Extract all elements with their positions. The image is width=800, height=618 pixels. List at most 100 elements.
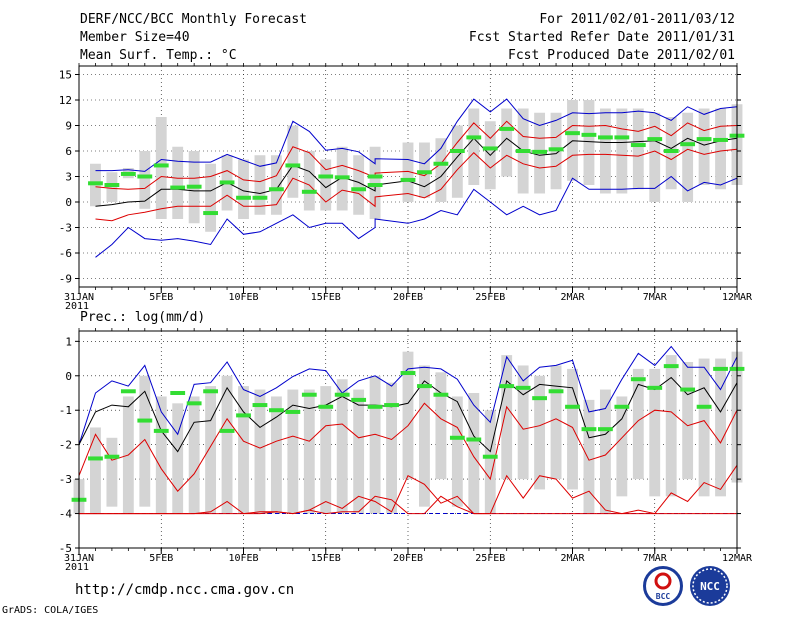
spread-box — [172, 403, 184, 514]
obs-marker — [334, 175, 350, 180]
spread-box — [287, 389, 299, 514]
y-tick-label: 0 — [65, 196, 72, 209]
spread-box — [221, 375, 233, 514]
spread-box — [353, 389, 365, 514]
obs-marker — [532, 149, 548, 154]
y-tick-label: -9 — [59, 273, 72, 286]
y-tick-label: 15 — [59, 69, 72, 82]
y-tick-label: 3 — [65, 171, 72, 184]
obs-marker — [532, 396, 548, 401]
spread-box — [155, 396, 167, 514]
spread-box — [435, 372, 447, 480]
obs-marker — [88, 456, 103, 461]
y-tick-label: -3 — [59, 222, 72, 235]
x-tick-label: 5FEB — [149, 553, 173, 564]
obs-marker — [137, 418, 153, 423]
obs-marker — [170, 391, 186, 395]
spread-box — [632, 108, 644, 190]
spread-box — [665, 355, 677, 497]
obs-marker — [581, 427, 597, 432]
spread-box — [435, 138, 447, 202]
obs-marker — [417, 384, 432, 389]
x-tick-label: 2MAR — [560, 553, 585, 564]
obs-marker — [367, 404, 383, 409]
spread-box — [419, 365, 430, 507]
obs-marker — [515, 149, 531, 153]
spread-box — [649, 112, 661, 202]
x-tick-label: 25FEB — [475, 292, 505, 303]
obs-marker — [285, 409, 301, 414]
obs-marker — [203, 211, 219, 216]
forecast-period: For 2011/02/01-2011/03/12 — [539, 12, 735, 27]
obs-marker — [647, 137, 663, 142]
x-tick-label: 15FEB — [311, 292, 341, 303]
y-tick-label: 0 — [65, 370, 72, 383]
series-line-p25 — [95, 148, 738, 222]
series-line-p90 — [95, 98, 738, 172]
y-tick-label: -3 — [59, 473, 72, 486]
ncc-globe-icon — [692, 568, 728, 604]
spread-box — [353, 155, 365, 215]
y-tick-label: 6 — [65, 145, 72, 158]
obs-marker — [219, 180, 235, 185]
y-tick-label: -1 — [59, 404, 72, 417]
spread-box — [139, 375, 151, 507]
x-tick-label: 31JAN — [64, 292, 94, 303]
spread-box — [270, 155, 282, 215]
spread-box — [254, 155, 266, 215]
obs-marker — [88, 181, 103, 186]
y-tick-label: 1 — [65, 335, 72, 348]
spread-box — [303, 389, 315, 514]
grads-credit: GrADS: COLA/IGES — [2, 605, 99, 616]
obs-marker — [597, 427, 613, 432]
obs-marker — [367, 183, 383, 187]
y-tick-label: -5 — [59, 542, 72, 555]
spread-box — [599, 389, 611, 514]
spread-box — [287, 125, 299, 198]
chart-title: DERF/NCC/BCC Monthly Forecast — [80, 12, 307, 27]
obs-marker — [433, 392, 449, 397]
spread-box — [715, 108, 726, 190]
spread-box — [682, 112, 694, 202]
obs-marker — [170, 185, 186, 190]
obs-marker — [186, 184, 202, 189]
obs-marker — [614, 135, 630, 140]
spread-box — [320, 386, 332, 514]
x-tick-label: 20FEB — [393, 292, 423, 303]
obs-marker — [647, 385, 663, 390]
obs-marker — [334, 392, 350, 397]
x-tick-label: 15FEB — [311, 553, 341, 564]
spread-box — [451, 125, 463, 198]
obs-marker — [466, 437, 482, 442]
obs-marker — [104, 454, 120, 459]
spread-box — [254, 389, 266, 514]
spread-box — [205, 163, 217, 232]
obs-marker — [153, 163, 169, 168]
spread-box — [599, 108, 611, 194]
obs-marker — [219, 428, 235, 433]
spread-box — [451, 396, 463, 507]
obs-marker — [203, 389, 219, 394]
obs-marker — [696, 404, 712, 409]
obs-marker — [301, 189, 317, 194]
x-tick-year: 2011 — [65, 301, 89, 312]
obs-marker — [186, 401, 202, 406]
spread-box — [550, 365, 562, 480]
x-tick-label: 2MAR — [560, 292, 585, 303]
obs-marker — [351, 187, 367, 192]
spread-box — [386, 382, 397, 514]
spread-box — [320, 159, 332, 211]
spread-box — [534, 375, 546, 490]
obs-marker — [285, 163, 301, 168]
spread-box — [336, 379, 348, 514]
spread-box — [468, 108, 480, 185]
spread-box — [155, 117, 167, 219]
x-tick-label: 25FEB — [475, 553, 505, 564]
y-tick-label: 9 — [65, 120, 72, 133]
obs-marker — [482, 146, 498, 151]
spread-box — [188, 396, 200, 514]
source-url[interactable]: http://cmdp.ncc.cma.gov.cn — [75, 582, 295, 598]
obs-marker — [499, 126, 515, 131]
obs-marker — [120, 171, 136, 176]
